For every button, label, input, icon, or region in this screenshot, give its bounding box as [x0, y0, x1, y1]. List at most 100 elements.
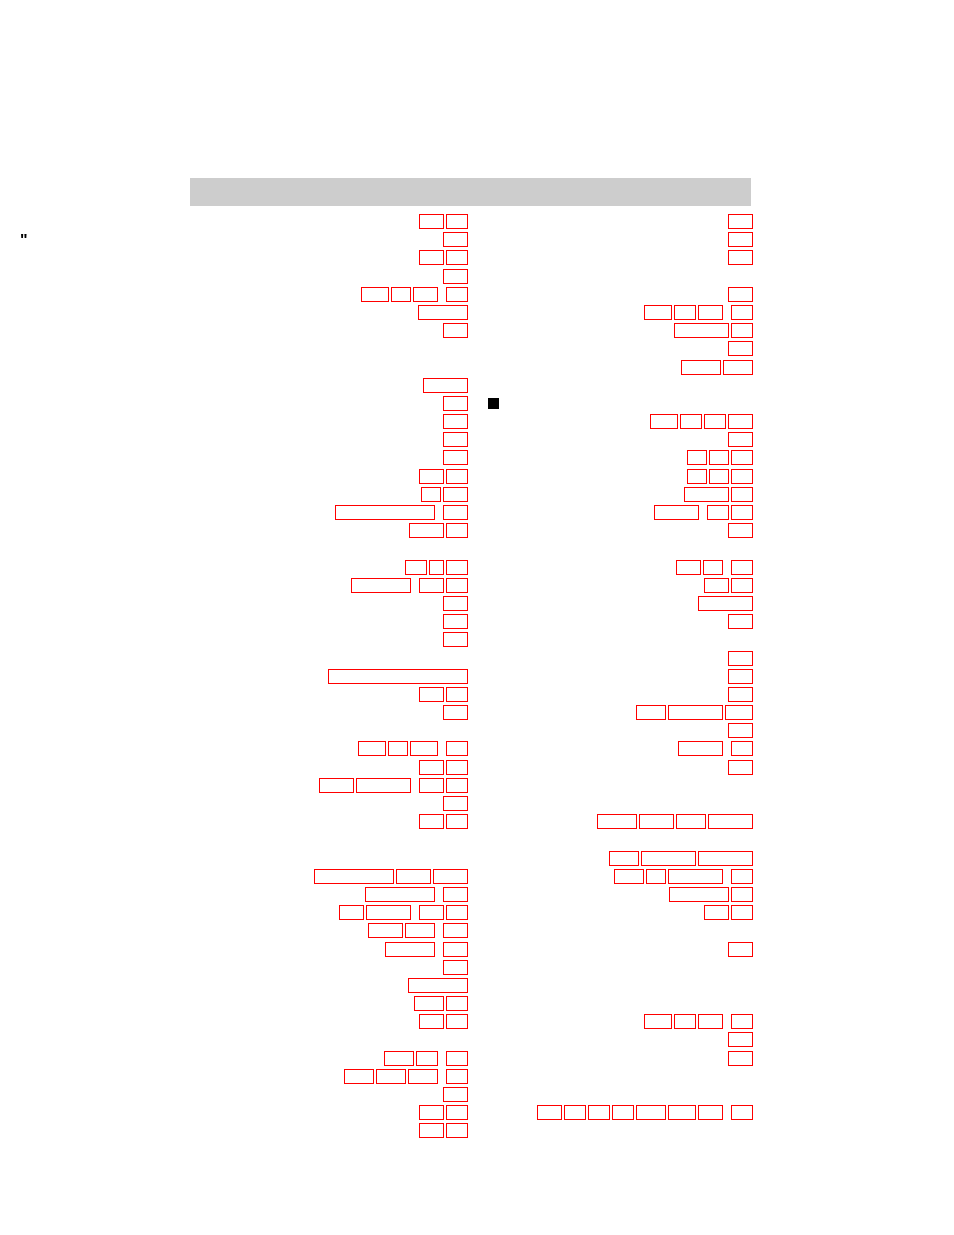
- index-row: [478, 614, 753, 632]
- index-row: [478, 214, 753, 232]
- redacted-term: [636, 1105, 666, 1120]
- redacted-term: [408, 1069, 438, 1084]
- redacted-term: [644, 305, 672, 320]
- index-row: [190, 669, 468, 687]
- redacted-page-ref: [669, 887, 729, 902]
- redacted-term: [676, 814, 706, 829]
- index-row: [478, 1087, 753, 1105]
- index-row: [478, 1069, 753, 1087]
- redacted-page-ref: [728, 523, 753, 538]
- redacted-term: [408, 978, 468, 993]
- index-row: [478, 269, 753, 287]
- redacted-term: [708, 814, 753, 829]
- redacted-term: [446, 560, 468, 575]
- redacted-page-ref: [731, 487, 753, 502]
- redacted-page-ref: [698, 596, 753, 611]
- redacted-term: [698, 851, 753, 866]
- redacted-term: [433, 869, 468, 884]
- index-row: [478, 341, 753, 359]
- index-row: [190, 378, 468, 396]
- redacted-page-ref: [443, 923, 468, 938]
- index-row: [190, 723, 468, 741]
- index-row: [190, 414, 468, 432]
- index-row: [190, 1069, 468, 1087]
- redacted-page-ref: [731, 505, 753, 520]
- index-row: [478, 505, 753, 523]
- index-row: [190, 450, 468, 468]
- index-row: [190, 960, 468, 978]
- redacted-page-ref: [419, 1014, 444, 1029]
- redacted-term: [564, 1105, 586, 1120]
- index-row: [478, 832, 753, 850]
- index-row: [478, 687, 753, 705]
- index-row: [478, 305, 753, 323]
- redacted-page-ref: [443, 414, 468, 429]
- redacted-page-ref: [446, 287, 468, 302]
- redacted-page-ref: [443, 432, 468, 447]
- index-row: [478, 978, 753, 996]
- redacted-term: [361, 287, 389, 302]
- redacted-term: [328, 669, 468, 684]
- index-row: [190, 851, 468, 869]
- redacted-page-ref: [731, 578, 753, 593]
- redacted-page-ref: [419, 814, 444, 829]
- redacted-page-ref: [731, 560, 753, 575]
- redacted-page-ref: [731, 887, 753, 902]
- redacted-page-ref: [684, 487, 729, 502]
- index-row: [478, 414, 753, 432]
- index-row: [478, 360, 753, 378]
- index-row: [190, 523, 468, 541]
- redacted-page-ref: [728, 232, 753, 247]
- index-row: [190, 1014, 468, 1032]
- redacted-term: [384, 1051, 414, 1066]
- redacted-term: [681, 360, 721, 375]
- redacted-page-ref: [409, 523, 444, 538]
- redacted-page-ref: [423, 378, 468, 393]
- redacted-page-ref: [446, 1069, 468, 1084]
- redacted-page-ref: [728, 1032, 753, 1047]
- redacted-page-ref: [419, 905, 444, 920]
- redacted-term: [687, 450, 707, 465]
- index-row: [478, 1051, 753, 1069]
- index-row: [190, 469, 468, 487]
- index-row: [478, 541, 753, 559]
- redacted-term: [731, 450, 753, 465]
- redacted-term: [650, 414, 678, 429]
- redacted-term: [731, 469, 753, 484]
- redacted-page-ref: [731, 1105, 753, 1120]
- redacted-term: [416, 1051, 438, 1066]
- index-row: [190, 432, 468, 450]
- redacted-term: [385, 942, 435, 957]
- index-row: [190, 396, 468, 414]
- index-row: [190, 651, 468, 669]
- index-row: [478, 1105, 753, 1123]
- index-row: [478, 960, 753, 978]
- index-row: [190, 905, 468, 923]
- redacted-page-ref: [704, 905, 729, 920]
- redacted-page-ref: [728, 669, 753, 684]
- redacted-page-ref: [443, 505, 468, 520]
- index-row: [478, 760, 753, 778]
- index-row: [478, 741, 753, 759]
- redacted-page-ref: [731, 305, 753, 320]
- page: ": [0, 0, 954, 1235]
- redacted-term: [391, 287, 411, 302]
- redacted-term: [654, 505, 699, 520]
- redacted-term: [709, 469, 729, 484]
- redacted-page-ref: [419, 469, 444, 484]
- redacted-term: [641, 851, 696, 866]
- redacted-page-ref: [728, 214, 753, 229]
- redacted-page-ref: [443, 960, 468, 975]
- index-row: [478, 378, 753, 396]
- redacted-term: [376, 1069, 406, 1084]
- redacted-term: [410, 741, 438, 756]
- index-column-right: [478, 214, 753, 1123]
- index-row: [478, 1014, 753, 1032]
- redacted-term: [709, 450, 729, 465]
- redacted-page-ref: [728, 250, 753, 265]
- redacted-page-ref: [443, 450, 468, 465]
- redacted-term: [351, 578, 411, 593]
- redacted-term: [365, 887, 435, 902]
- index-row: [190, 760, 468, 778]
- redacted-page-ref: [443, 632, 468, 647]
